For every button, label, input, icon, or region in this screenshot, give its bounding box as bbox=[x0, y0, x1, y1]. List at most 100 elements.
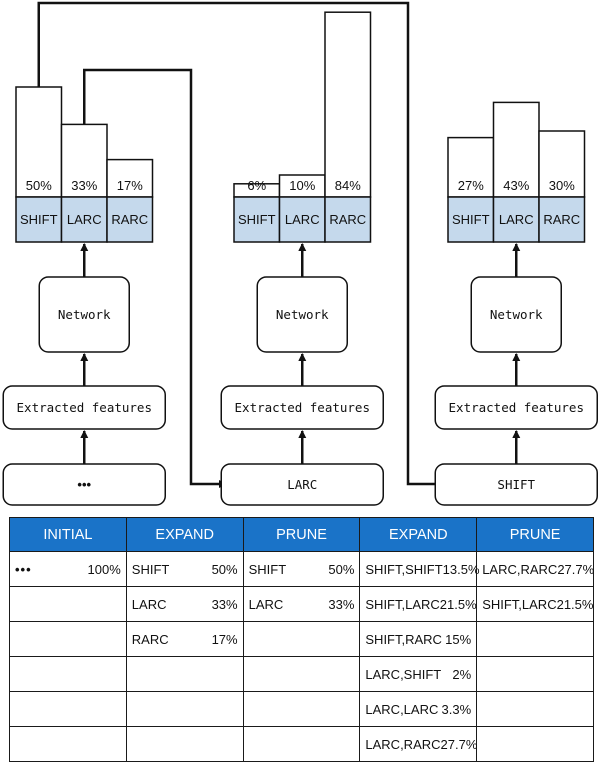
hypothesis-probability: 15% bbox=[445, 631, 472, 647]
table-header-row: INITIAL EXPAND PRUNE EXPAND PRUNE bbox=[9, 517, 594, 552]
hypothesis-probability: 21.5% bbox=[556, 596, 594, 612]
table-cell bbox=[476, 621, 594, 657]
hypothesis-name: SHIFT bbox=[131, 561, 170, 577]
table-row: LARC,LARC 3.3% bbox=[9, 691, 594, 727]
table-row: RARC 17% SHIFT,RARC 15% bbox=[9, 621, 594, 657]
table-row: ••• 100% SHIFT 50% SHIFT 50% SHIFT,SHIFT 13.5% L… bbox=[9, 551, 595, 587]
hypothesis-name: LARC,LARC bbox=[365, 701, 439, 717]
table-cell bbox=[476, 656, 594, 692]
table-header-cell: INITIAL bbox=[9, 517, 127, 552]
hypothesis-name: ••• bbox=[15, 561, 32, 577]
table-row: LARC,RARC 27.7% bbox=[9, 726, 594, 762]
shift-connector bbox=[37, 1, 443, 488]
bar-percent-label: 6% bbox=[247, 178, 266, 193]
hypothesis-name: SHIFT,LARC bbox=[482, 596, 557, 612]
bar-percent-label: 33% bbox=[71, 178, 97, 193]
action-label: RARC bbox=[543, 212, 580, 227]
action-label: LARC bbox=[499, 212, 534, 227]
probability-bar bbox=[60, 123, 108, 198]
connector-lines bbox=[37, 1, 443, 488]
table-cell: LARC,RARC 27.7% bbox=[476, 551, 595, 587]
bar-percent-label: 43% bbox=[503, 178, 529, 193]
table-cell: LARC 33% bbox=[125, 586, 244, 622]
input-label: ••• bbox=[77, 477, 91, 492]
larc-connector bbox=[83, 68, 227, 488]
table-cell bbox=[9, 656, 127, 692]
table-header-cell: PRUNE bbox=[476, 517, 594, 552]
hypothesis-probability: 17% bbox=[211, 631, 238, 647]
action-label-cell bbox=[324, 196, 372, 243]
action-label-cell bbox=[60, 196, 108, 243]
hypothesis-name: LARC,RARC bbox=[365, 736, 441, 752]
table-cell bbox=[476, 726, 594, 762]
network-label: Network bbox=[276, 307, 329, 322]
bar-percent-label: 27% bbox=[458, 178, 484, 193]
action-label-cell bbox=[233, 196, 281, 243]
hypothesis-name: LARC bbox=[131, 596, 167, 612]
bar-percent-label: 84% bbox=[335, 178, 361, 193]
probability-bar bbox=[106, 158, 154, 198]
table-cell: LARC,RARC 27.7% bbox=[359, 726, 478, 762]
probability-bar bbox=[324, 11, 372, 198]
bar-percent-label: 10% bbox=[289, 178, 315, 193]
hypothesis-probability: 27.7% bbox=[557, 561, 595, 577]
table-cell: SHIFT,LARC 21.5% bbox=[359, 586, 478, 622]
table-cell: SHIFT,SHIFT 13.5% bbox=[359, 551, 480, 587]
table-cell bbox=[242, 656, 361, 692]
table-cell bbox=[242, 726, 361, 762]
table-cell: LARC 33% bbox=[242, 586, 361, 622]
table-cell bbox=[9, 726, 127, 762]
table-cell bbox=[9, 691, 127, 727]
action-label: SHIFT bbox=[238, 212, 276, 227]
table-header-cell: EXPAND bbox=[125, 517, 244, 552]
table-cell: LARC,LARC 3.3% bbox=[359, 691, 478, 727]
table-cell: LARC,SHIFT 2% bbox=[359, 656, 478, 692]
table-cell bbox=[125, 691, 244, 727]
table-cell bbox=[9, 621, 127, 657]
table-cell bbox=[242, 621, 361, 657]
table-cell: SHIFT 50% bbox=[242, 551, 361, 587]
probability-bar bbox=[492, 101, 540, 198]
hypothesis-name: SHIFT,SHIFT bbox=[365, 561, 443, 577]
beam-search-table: INITIAL EXPAND PRUNE EXPAND PRUNE ••• 100% SHI… bbox=[9, 517, 594, 762]
network-label: Network bbox=[490, 307, 543, 322]
hypothesis-probability: 50% bbox=[328, 561, 355, 577]
table-header-cell: EXPAND bbox=[359, 517, 478, 552]
hypothesis-probability: 50% bbox=[211, 561, 238, 577]
table-cell: RARC 17% bbox=[125, 621, 244, 657]
bar-percent-label: 30% bbox=[549, 178, 575, 193]
hypothesis-probability: 21.5% bbox=[439, 596, 477, 612]
features-label: Extracted features bbox=[235, 400, 370, 415]
table-row: LARC 33% LARC 33% SHIFT,LARC 21.5% SHIFT,LARC 2… bbox=[9, 586, 594, 622]
features-label: Extracted features bbox=[449, 400, 584, 415]
action-label: LARC bbox=[285, 212, 320, 227]
probability-bar bbox=[538, 130, 586, 198]
hypothesis-probability: 33% bbox=[211, 596, 238, 612]
hypothesis-probability: 33% bbox=[328, 596, 355, 612]
hypothesis-probability: 27.7% bbox=[440, 736, 478, 752]
action-label-cell bbox=[106, 196, 154, 243]
hypothesis-name: LARC,SHIFT bbox=[365, 666, 442, 682]
bar-percent-label: 17% bbox=[117, 178, 143, 193]
table-cell bbox=[476, 691, 594, 727]
table-cell bbox=[9, 586, 127, 622]
action-label-cell bbox=[447, 196, 495, 243]
table-body: ••• 100% SHIFT 50% SHIFT 50% SHIFT,SHIFT 13.5% L… bbox=[9, 551, 595, 762]
action-label-cell bbox=[278, 196, 326, 243]
hypothesis-probability: 3.3% bbox=[441, 701, 472, 717]
hypothesis-probability: 2% bbox=[452, 666, 472, 682]
beam-search-diagram: 50% SHIFT 33% LARC 17% RARC Network Extracted f… bbox=[2, 1, 598, 506]
panel-3: 27% SHIFT 43% LARC 30% RARC Network Extracted f… bbox=[434, 101, 598, 506]
network-label: Network bbox=[58, 307, 111, 322]
action-label: RARC bbox=[329, 212, 366, 227]
action-label: LARC bbox=[67, 212, 102, 227]
table-cell bbox=[125, 726, 244, 762]
table-header-cell: PRUNE bbox=[242, 517, 361, 552]
action-label: SHIFT bbox=[20, 212, 58, 227]
hypothesis-name: RARC bbox=[131, 631, 169, 647]
table-cell bbox=[125, 656, 244, 692]
table-cell: SHIFT,RARC 15% bbox=[359, 621, 478, 657]
features-label: Extracted features bbox=[17, 400, 152, 415]
table-cell: ••• 100% bbox=[9, 551, 127, 587]
hypothesis-name: SHIFT,LARC bbox=[365, 596, 440, 612]
